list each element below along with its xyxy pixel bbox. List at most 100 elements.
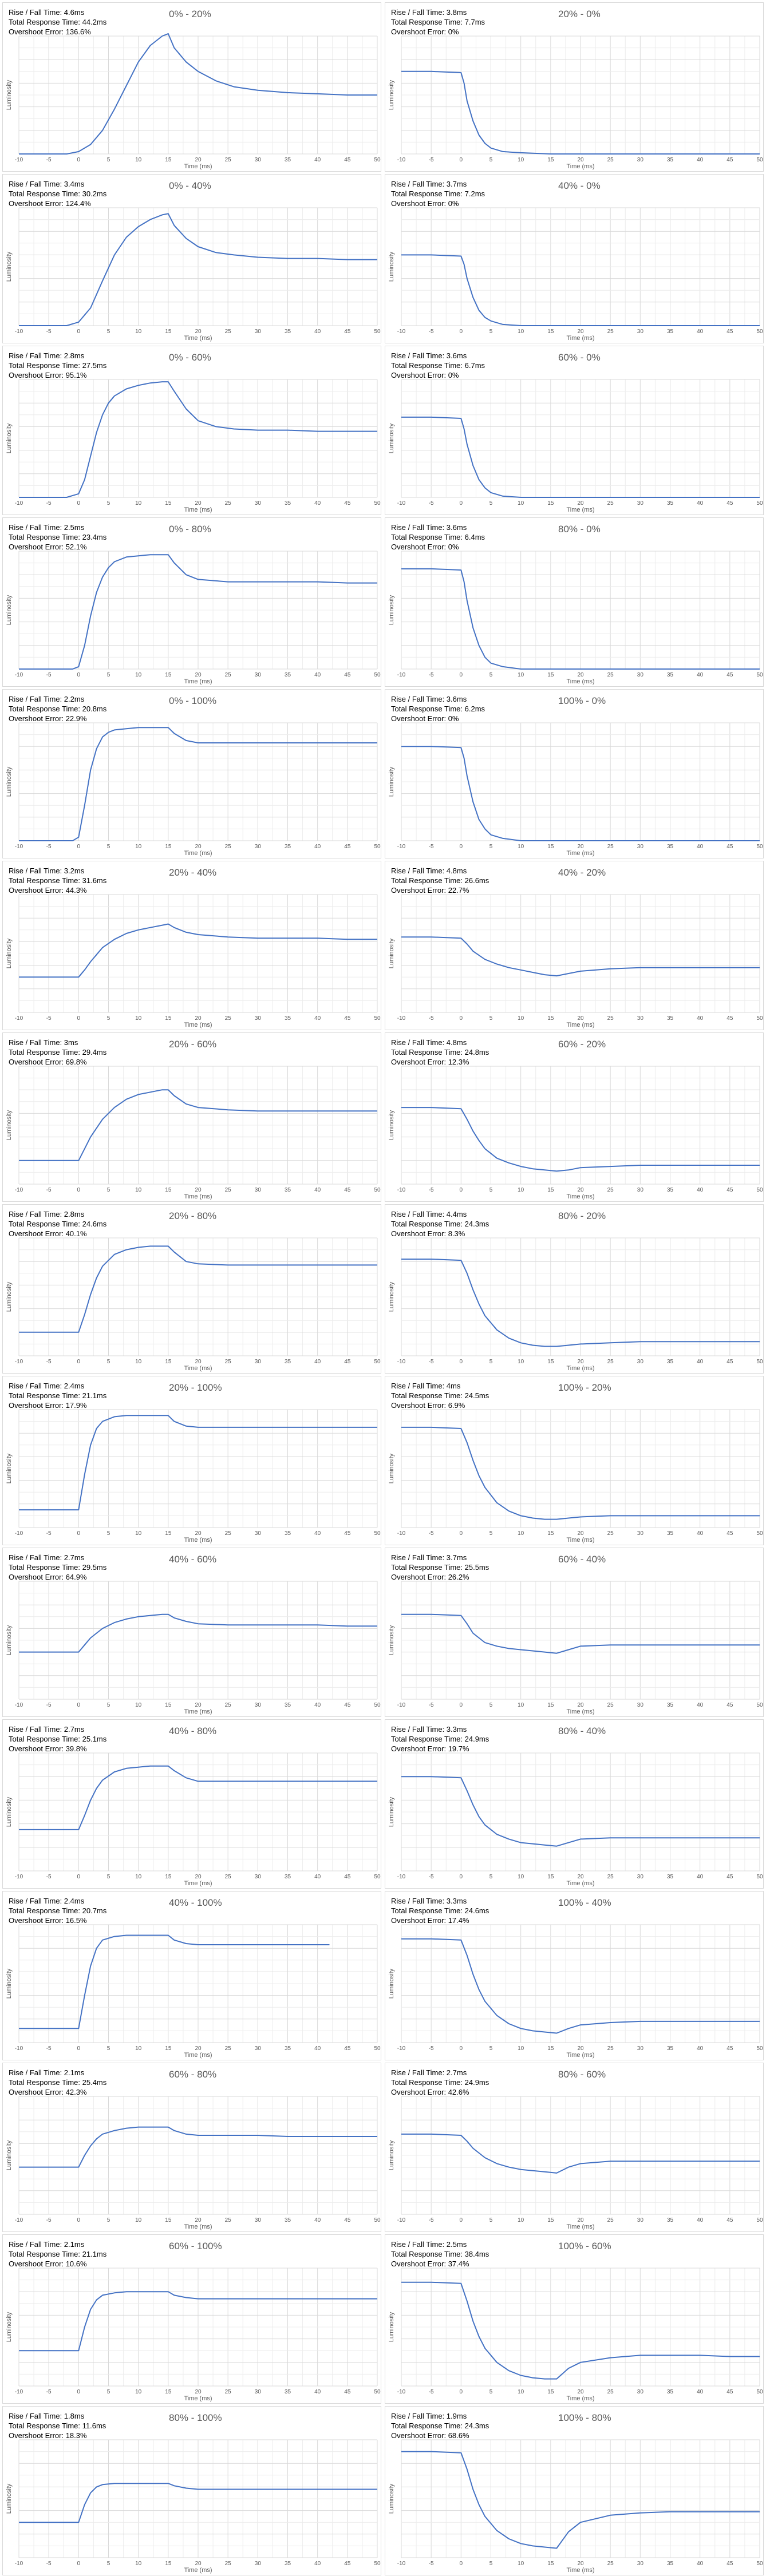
x-tick-label: 0 <box>460 329 463 335</box>
chart-panel: Rise / Fall Time: 2.8ms Total Response Ti… <box>2 1204 381 1374</box>
chart-panel: Rise / Fall Time: 3.7ms Total Response Ti… <box>385 174 764 343</box>
stat-line: Overshoot Error: 17.9% <box>9 1401 87 1410</box>
plot-svg: -10 -5 0 5 10 15 20 25 30 35 40 45 50 Time (ms) Lumino… <box>6 1752 381 1887</box>
stat-line: Rise / Fall Time: 3.3ms <box>391 1725 467 1734</box>
x-tick-label: 35 <box>667 1015 674 1022</box>
stat-line: Rise / Fall Time: 2.2ms <box>9 695 85 703</box>
stat-line: Total Response Time: 24.3ms <box>391 1220 489 1228</box>
x-tick-label: 35 <box>285 1015 291 1022</box>
x-tick-label: 40 <box>697 500 704 507</box>
plot-svg: -10 -5 0 5 10 15 20 25 30 35 40 45 50 Time (ms) Lumino… <box>6 207 381 342</box>
stat-line: Rise / Fall Time: 3.3ms <box>391 1897 467 1905</box>
x-tick-label: 40 <box>697 2217 704 2223</box>
x-tick-label: 35 <box>667 1874 674 1880</box>
x-tick-label: 25 <box>225 1702 232 1708</box>
chart-title: 40% - 100% <box>169 1897 222 1908</box>
chart-panel: Rise / Fall Time: 2.4ms Total Response Ti… <box>2 1891 381 2060</box>
chart-panel: Rise / Fall Time: 1.9ms Total Response Ti… <box>385 2406 764 2575</box>
x-tick-label: 0 <box>460 1015 463 1022</box>
x-tick-label: 20 <box>577 2217 584 2223</box>
plot-svg: -10 -5 0 5 10 15 20 25 30 35 40 45 50 Time (ms) Lumino… <box>6 379 381 513</box>
x-tick-label: 15 <box>547 672 554 678</box>
plot-svg: -10 -5 0 5 10 15 20 25 30 35 40 45 50 Time (ms) Lumino… <box>6 551 381 685</box>
stat-line: Overshoot Error: 10.6% <box>9 2260 87 2268</box>
x-tick-label: 30 <box>255 1874 262 1880</box>
x-tick-label: 20 <box>577 1702 584 1708</box>
x-tick-label: 10 <box>518 844 524 850</box>
plot-svg: -10 -5 0 5 10 15 20 25 30 35 40 45 50 Time (ms) Lumino… <box>388 1581 763 1715</box>
x-tick-label: 5 <box>107 157 110 163</box>
chart-panel: Rise / Fall Time: 3.4ms Total Response Ti… <box>2 174 381 343</box>
series-line <box>401 2281 760 2380</box>
stat-line: Rise / Fall Time: 2.7ms <box>9 1725 85 1734</box>
chart-panel: Rise / Fall Time: 3.6ms Total Response Ti… <box>385 517 764 687</box>
x-tick-label: -5 <box>429 157 434 163</box>
chart-title: 0% - 80% <box>169 524 211 535</box>
stats-block: Rise / Fall Time: 3.7ms Total Response Ti… <box>391 179 485 208</box>
x-tick-label: 40 <box>697 157 704 163</box>
x-tick-label: -10 <box>397 500 406 507</box>
stat-line: Overshoot Error: 19.7% <box>391 1744 469 1753</box>
y-axis-label: Luminosity <box>6 1797 13 1827</box>
stat-line: Total Response Time: 25.5ms <box>391 1563 489 1572</box>
stat-line: Overshoot Error: 0% <box>391 714 459 723</box>
chart-title: 60% - 0% <box>558 352 601 363</box>
chart-title: 100% - 20% <box>558 1382 611 1393</box>
x-tick-label: 50 <box>374 500 381 507</box>
gridlines <box>18 1066 378 1185</box>
x-tick-label: -10 <box>397 1187 406 1193</box>
x-tick-label: 0 <box>460 1187 463 1193</box>
x-tick-label: -10 <box>15 1015 23 1022</box>
x-tick-label: -10 <box>397 157 406 163</box>
x-tick-label: 15 <box>165 2389 172 2395</box>
x-tick-label: 0 <box>460 1874 463 1880</box>
x-tick-label: 25 <box>225 2389 232 2395</box>
plot-svg: -10 -5 0 5 10 15 20 25 30 35 40 45 50 Time (ms) Lumino… <box>388 2439 763 2574</box>
series-line <box>401 70 760 155</box>
x-tick-label: -10 <box>397 1530 406 1537</box>
x-tick-label: 25 <box>607 1015 614 1022</box>
gridlines <box>18 722 378 841</box>
gridlines <box>18 551 378 670</box>
series-line <box>401 416 760 498</box>
x-tick-label: 30 <box>637 1874 644 1880</box>
x-tick-label: 50 <box>374 1530 381 1537</box>
x-tick-label: 0 <box>77 2045 81 2052</box>
x-tick-label: 50 <box>756 672 763 678</box>
x-tick-label: 35 <box>667 2045 674 2052</box>
x-tick-label: -5 <box>429 1530 434 1537</box>
x-tick-label: 40 <box>697 672 704 678</box>
gridlines <box>401 1066 760 1185</box>
x-tick-label: 25 <box>607 329 614 335</box>
chart-panel: Rise / Fall Time: 2.5ms Total Response Ti… <box>2 517 381 687</box>
x-tick-label: 15 <box>547 2217 554 2223</box>
x-tick-label: 25 <box>607 844 614 850</box>
x-tick-label: 20 <box>577 1874 584 1880</box>
x-tick-label: 30 <box>637 2045 644 2052</box>
x-tick-label: 50 <box>756 2045 763 2052</box>
x-tick-label: -5 <box>429 2045 434 2052</box>
series-line <box>19 1089 377 1161</box>
x-tick-label: 50 <box>374 2561 381 2567</box>
series-line <box>401 1776 760 1847</box>
x-tick-label: 50 <box>756 157 763 163</box>
y-axis-label: Luminosity <box>6 1968 13 1999</box>
gridlines <box>18 2268 378 2387</box>
x-tick-label: 10 <box>135 1530 142 1537</box>
x-tick-label: 50 <box>756 1187 763 1193</box>
stat-line: Total Response Time: 6.7ms <box>391 361 485 370</box>
x-tick-label: 0 <box>77 1015 81 1022</box>
x-tick-label: 25 <box>225 329 232 335</box>
x-axis-label: Time (ms) <box>184 1880 212 1887</box>
chart-title: 80% - 100% <box>169 2412 222 2423</box>
x-axis-label: Time (ms) <box>184 1537 212 1544</box>
x-tick-label: -5 <box>429 672 434 678</box>
plot-svg: -10 -5 0 5 10 15 20 25 30 35 40 45 50 Time (ms) Lumino… <box>6 2268 381 2402</box>
x-tick-label: 45 <box>344 1702 351 1708</box>
stats-block: Rise / Fall Time: 3.6ms Total Response Ti… <box>391 351 485 380</box>
x-tick-label: 20 <box>195 157 202 163</box>
gridlines <box>18 1409 378 1528</box>
x-tick-label: -10 <box>15 2045 23 2052</box>
chart-panel: Rise / Fall Time: 2.8ms Total Response Ti… <box>2 346 381 515</box>
stat-line: Total Response Time: 6.2ms <box>391 705 485 713</box>
